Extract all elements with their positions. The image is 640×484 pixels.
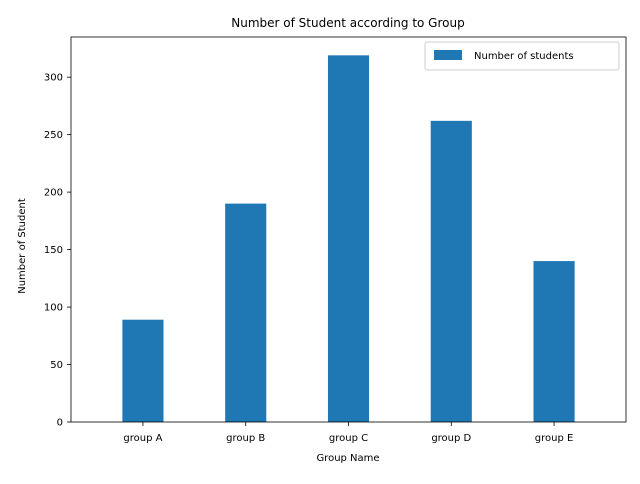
- legend-label: Number of students: [474, 51, 574, 62]
- y-axis: 0 50 100 150 200 250 300: [44, 73, 71, 429]
- x-axis: group A group B group C group D group E: [123, 422, 573, 444]
- y-tick-label: 0: [57, 418, 63, 429]
- y-tick-label: 250: [44, 130, 63, 141]
- y-tick-label: 200: [44, 188, 63, 199]
- bar-group-b: [225, 203, 267, 422]
- bar-group-d: [430, 120, 472, 422]
- x-tick-label: group D: [431, 433, 471, 444]
- legend-swatch: [434, 50, 462, 60]
- y-tick-label: 100: [44, 303, 63, 314]
- y-tick-label: 150: [44, 245, 63, 256]
- x-tick-label: group C: [329, 433, 368, 444]
- bar-group-e: [533, 261, 575, 422]
- x-axis-label: Group Name: [316, 453, 379, 464]
- y-axis-label: Number of Student: [17, 198, 28, 294]
- chart-title: Number of Student according to Group: [231, 16, 464, 30]
- bar-group-c: [327, 55, 370, 422]
- plot-area: [122, 55, 575, 422]
- y-tick-label: 300: [44, 73, 63, 84]
- x-tick-label: group A: [123, 433, 162, 444]
- legend-frame: [424, 41, 620, 71]
- x-tick-label: group B: [226, 433, 265, 444]
- bar-group-a: [122, 319, 164, 422]
- y-tick-label: 50: [50, 360, 63, 371]
- legend: Number of students: [424, 41, 620, 71]
- x-tick-label: group E: [535, 433, 574, 444]
